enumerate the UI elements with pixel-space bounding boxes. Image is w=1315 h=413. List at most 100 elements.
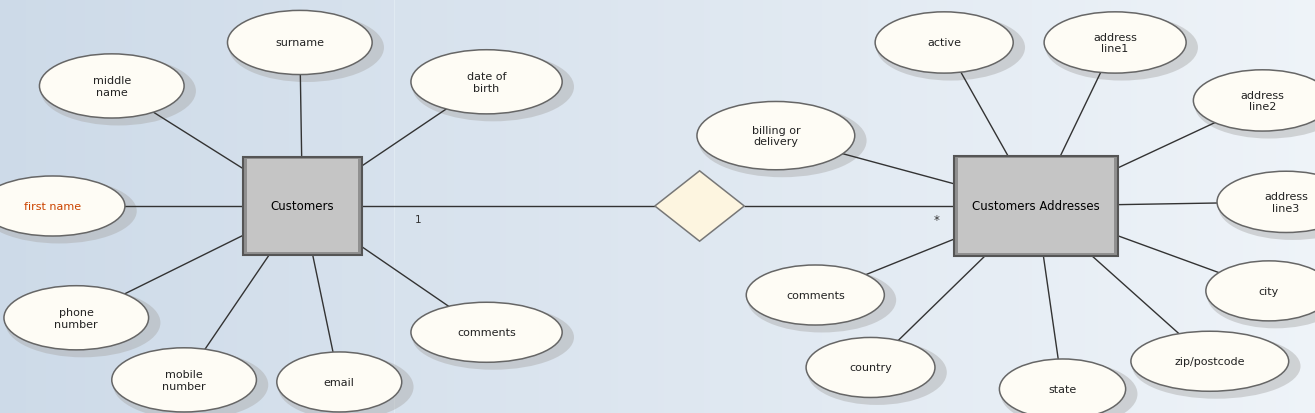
Bar [1289, 0, 1295, 413]
Bar [105, 0, 112, 413]
Bar [408, 0, 414, 413]
Bar [335, 0, 342, 413]
Bar [20, 0, 26, 413]
Bar [1249, 0, 1256, 413]
Bar [1236, 0, 1243, 413]
Bar [907, 0, 914, 413]
Bar [802, 0, 809, 413]
Bar [230, 0, 237, 413]
Bar [684, 0, 690, 413]
Bar [283, 0, 289, 413]
Bar [513, 0, 519, 413]
Bar [1032, 0, 1039, 413]
Text: 1: 1 [414, 215, 422, 225]
Bar [39, 0, 46, 413]
Bar [1262, 0, 1269, 413]
Bar [204, 0, 210, 413]
Bar [224, 0, 230, 413]
Bar [1256, 0, 1262, 413]
Bar [441, 0, 447, 413]
Bar [848, 0, 855, 413]
Bar [565, 0, 572, 413]
Bar [112, 0, 118, 413]
Bar [1282, 0, 1289, 413]
Bar [519, 0, 526, 413]
Bar [756, 0, 763, 413]
Ellipse shape [746, 266, 884, 325]
Bar [1216, 0, 1223, 413]
Bar [717, 0, 723, 413]
Bar [217, 0, 224, 413]
Bar [776, 0, 782, 413]
Bar [375, 0, 381, 413]
Text: active: active [927, 38, 961, 48]
Bar [999, 0, 1006, 413]
Bar [256, 0, 263, 413]
Ellipse shape [4, 286, 149, 350]
Bar [1059, 0, 1065, 413]
Bar [861, 0, 868, 413]
Bar [0, 0, 7, 413]
Bar [263, 0, 270, 413]
Text: state: state [1048, 384, 1077, 394]
Bar [66, 0, 72, 413]
Text: address
line2: address line2 [1240, 90, 1285, 112]
Bar [1118, 0, 1124, 413]
Bar [79, 0, 85, 413]
Bar [171, 0, 178, 413]
Ellipse shape [276, 352, 401, 412]
Bar [809, 0, 815, 413]
Bar [579, 0, 585, 413]
Bar [559, 0, 565, 413]
Bar [348, 0, 355, 413]
Bar [329, 0, 335, 413]
Ellipse shape [413, 305, 573, 370]
Bar [704, 0, 710, 413]
Bar [894, 0, 901, 413]
Bar [138, 0, 145, 413]
Bar [1078, 0, 1085, 413]
Bar [611, 0, 618, 413]
Text: Customers: Customers [271, 200, 334, 213]
Ellipse shape [1193, 71, 1315, 132]
Ellipse shape [1001, 362, 1137, 413]
Bar [651, 0, 658, 413]
Bar [401, 0, 408, 413]
Bar [750, 0, 756, 413]
Bar [533, 0, 539, 413]
Bar [368, 0, 375, 413]
Bar [1170, 0, 1177, 413]
Bar [1164, 0, 1170, 413]
Ellipse shape [1044, 13, 1186, 74]
Bar [552, 0, 559, 413]
Bar [1124, 0, 1131, 413]
Bar [191, 0, 197, 413]
Bar [99, 0, 105, 413]
Bar [638, 0, 644, 413]
Ellipse shape [1207, 264, 1315, 329]
Bar [388, 0, 394, 413]
Bar [736, 0, 743, 413]
Ellipse shape [1218, 174, 1315, 240]
Bar [1131, 0, 1137, 413]
Bar [1276, 0, 1282, 413]
Bar [592, 0, 598, 413]
Bar [1065, 0, 1072, 413]
Bar [881, 0, 888, 413]
Ellipse shape [1045, 15, 1198, 81]
Bar [980, 0, 986, 413]
Bar [85, 0, 92, 413]
Bar [7, 0, 13, 413]
Bar [1203, 0, 1210, 413]
Bar [868, 0, 874, 413]
Bar [690, 0, 697, 413]
Bar [1006, 0, 1013, 413]
Bar [132, 0, 138, 413]
Bar [973, 0, 980, 413]
Text: comments: comments [458, 328, 515, 337]
Bar [947, 0, 953, 413]
Bar [546, 0, 552, 413]
Bar [1190, 0, 1197, 413]
Bar [1098, 0, 1105, 413]
Bar [842, 0, 848, 413]
